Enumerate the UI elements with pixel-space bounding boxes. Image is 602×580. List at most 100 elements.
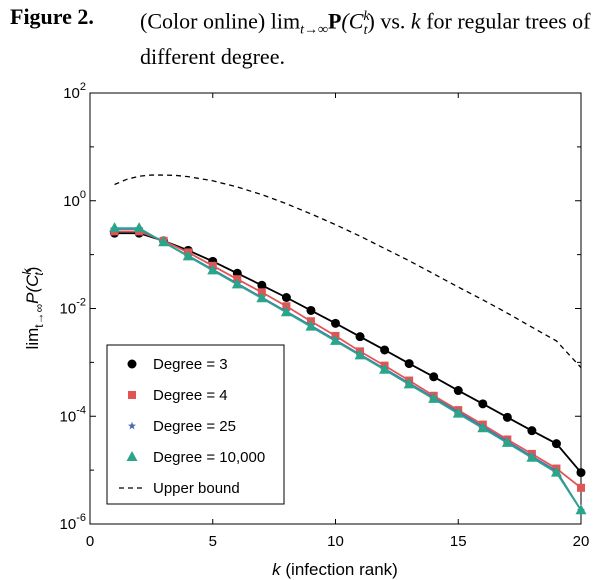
legend-label: Degree = 25 <box>153 418 236 435</box>
legend-box <box>106 344 285 505</box>
legend-label: Upper bound <box>153 480 240 497</box>
data-point <box>429 372 439 382</box>
legend-swatch <box>128 421 136 430</box>
caption-sub: t→∞ <box>300 22 328 38</box>
legend-item: Degree = 25 <box>128 418 236 435</box>
y-tick-exp: 0 <box>80 189 86 201</box>
legend-label: Degree = 4 <box>153 387 228 404</box>
data-point <box>575 504 587 515</box>
y-tick-base: 10 <box>63 193 80 210</box>
y-tick-base: 10 <box>60 301 77 318</box>
y-axis-label-lim: lim <box>23 328 42 350</box>
data-point <box>354 349 366 360</box>
caption-paren-close: ) <box>367 8 375 34</box>
x-axis-label-rest: (infection rank) <box>281 560 398 579</box>
data-point <box>306 305 316 315</box>
data-point <box>257 280 267 290</box>
legend-label: Degree = 10,000 <box>153 449 265 466</box>
series-degree-10-000 <box>109 222 587 515</box>
data-point <box>281 293 291 303</box>
caption-label: Figure 2. <box>10 4 94 29</box>
data-point <box>109 222 121 233</box>
legend-item: Upper bound <box>119 480 240 497</box>
data-point <box>452 407 464 418</box>
data-point <box>403 378 415 389</box>
series-line <box>114 230 582 489</box>
y-tick-base: 10 <box>60 516 77 533</box>
caption-k: k <box>410 8 421 34</box>
data-point <box>379 363 391 374</box>
data-point <box>576 468 586 478</box>
data-point <box>453 386 463 396</box>
data-point <box>330 334 341 345</box>
data-point <box>133 222 145 233</box>
series-layer <box>109 174 587 515</box>
caption-suffix: for regular trees of different degree. <box>140 8 591 69</box>
x-tick-label: 0 <box>86 533 94 550</box>
x-tick-label: 10 <box>327 533 344 550</box>
y-tick-exp: -4 <box>76 404 86 416</box>
legend: Degree = 3 Degree = 4 Degree = 25 Degree = … <box>106 344 285 505</box>
data-point <box>280 306 292 317</box>
x-axis-label-var: k <box>272 560 282 579</box>
x-tick-label: 15 <box>450 533 467 550</box>
x-tick-label: 5 <box>209 533 217 550</box>
data-point <box>380 345 390 355</box>
x-tick-label: 20 <box>573 533 590 550</box>
data-point <box>550 466 562 477</box>
caption-c-sup: k <box>363 9 370 24</box>
data-point <box>501 436 513 447</box>
y-tick-label: 10-4 <box>60 404 86 425</box>
data-point <box>502 412 512 422</box>
y-tick-base: 10 <box>60 408 77 425</box>
y-axis-label-main: P(C <box>23 274 42 304</box>
data-point <box>305 320 317 331</box>
y-tick-label: 10-6 <box>60 512 86 533</box>
legend-swatch <box>127 359 137 369</box>
data-point <box>231 278 243 289</box>
y-tick-label: 102 <box>63 81 86 102</box>
y-axis-label-close: ) <box>23 267 42 273</box>
data-point <box>478 399 488 409</box>
y-tick-exp: 2 <box>80 81 86 93</box>
data-point <box>355 332 365 342</box>
legend-label: Degree = 3 <box>153 356 228 373</box>
caption-paren-open: (C <box>341 8 364 34</box>
caption-mid: vs. <box>374 8 411 34</box>
data-point <box>428 392 440 403</box>
series-line <box>114 174 582 369</box>
caption-prefix: (Color online) lim <box>140 8 301 34</box>
data-point <box>577 483 585 492</box>
legend-item: Degree = 10,000 <box>126 449 265 466</box>
legend-swatch <box>128 391 136 399</box>
data-point <box>282 302 291 311</box>
y-axis-label-sub: t→∞ <box>32 304 46 328</box>
data-point <box>527 426 537 436</box>
y-axis-label: limt→∞P(Ckt) <box>20 267 46 350</box>
caption-bold: P <box>327 8 342 34</box>
data-point <box>158 236 170 247</box>
legend-item: Degree = 3 <box>127 356 228 373</box>
legend-item: Degree = 4 <box>128 387 228 404</box>
y-tick-exp: -6 <box>76 512 86 524</box>
y-tick-label: 100 <box>63 189 86 210</box>
y-axis-label-sup: k <box>20 268 34 275</box>
caption-text: (Color online) limt→∞P(Ckt) vs. k for re… <box>140 4 595 70</box>
data-point <box>207 264 219 275</box>
caption-c-sub: t <box>363 22 368 38</box>
y-tick-label: 10-2 <box>60 297 86 318</box>
data-point <box>256 292 268 303</box>
data-point <box>404 359 414 369</box>
series-upper-bound <box>114 174 582 369</box>
x-axis-label: k (infection rank) <box>272 560 398 579</box>
data-point <box>331 318 340 328</box>
data-point <box>182 250 194 261</box>
y-axis-label-sub2: t <box>32 272 46 276</box>
y-tick-exp: -2 <box>76 297 86 309</box>
data-point <box>526 451 538 462</box>
data-point <box>551 439 561 449</box>
data-point <box>477 422 489 433</box>
legend-swatch <box>126 451 138 461</box>
